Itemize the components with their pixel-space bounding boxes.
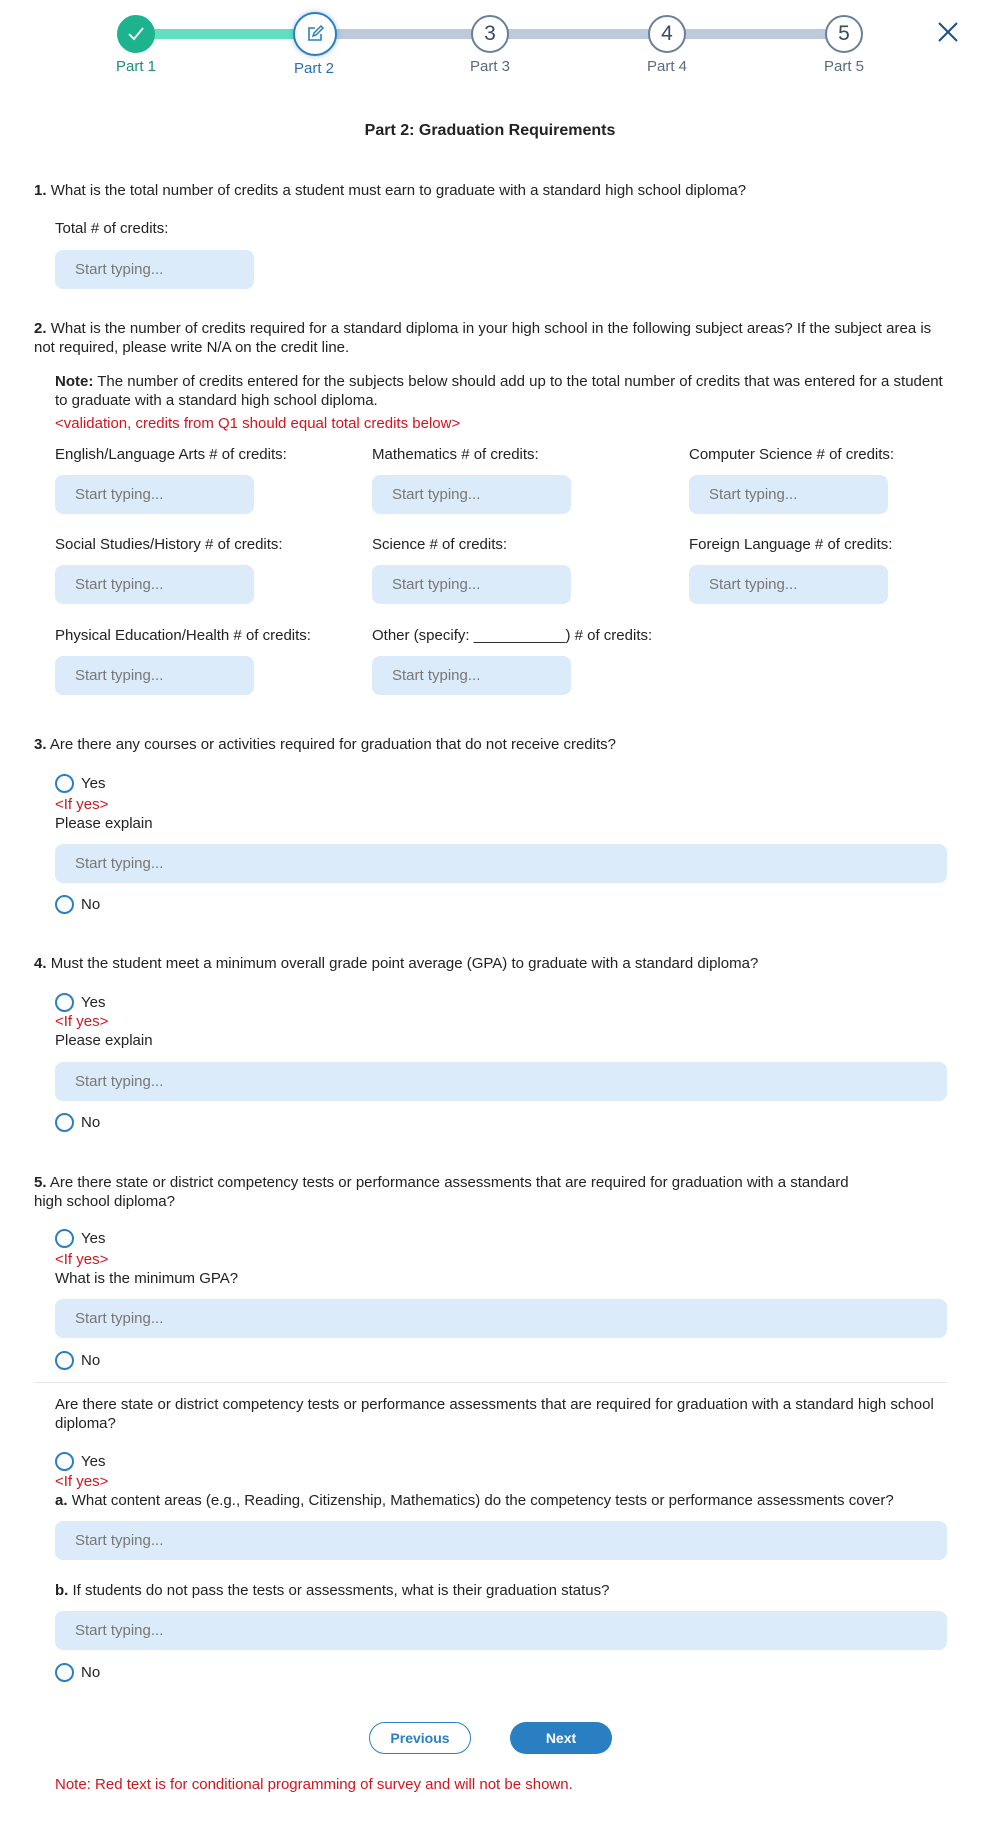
q4-no-label: No	[81, 1114, 101, 1131]
q2-question: 2. What is the number of credits require…	[34, 320, 932, 356]
q1-question: 1. What is the total number of credits a…	[34, 182, 747, 199]
q6a-input[interactable]: Start typing...	[55, 1521, 947, 1560]
total-credits-input[interactable]: Start typing...	[55, 250, 254, 289]
pe-input[interactable]: Start typing...	[55, 656, 254, 695]
next-button[interactable]: Next	[510, 1722, 612, 1754]
foreign-input[interactable]: Start typing...	[689, 565, 888, 604]
edit-icon	[308, 24, 325, 41]
step-5[interactable]: 5	[825, 15, 863, 53]
q1-label: Total # of credits:	[55, 220, 169, 237]
q6b-input[interactable]: Start typing...	[55, 1611, 947, 1650]
q4-if-yes: <If yes>	[55, 1013, 109, 1030]
q3-explain-input[interactable]: Start typing...	[55, 844, 947, 883]
q4-question: 4. Must the student meet a minimum overa…	[34, 955, 759, 972]
field-label-pe: Physical Education/Health # of credits:	[55, 627, 311, 644]
cs-input[interactable]: Start typing...	[689, 475, 888, 514]
q6-if-yes: <If yes>	[55, 1473, 109, 1490]
q4-explain-input[interactable]: Start typing...	[55, 1062, 947, 1101]
step-1-complete[interactable]	[117, 15, 155, 53]
other-input[interactable]: Start typing...	[372, 656, 571, 695]
field-label-other: Other (specify: ___________) # of credit…	[372, 627, 653, 644]
q5-question: 5. Are there state or district competenc…	[34, 1174, 849, 1210]
field-label-foreign: Foreign Language # of credits:	[689, 536, 893, 553]
q4-yes-radio[interactable]	[55, 993, 74, 1012]
step-4[interactable]: 4	[648, 15, 686, 53]
field-label-math: Mathematics # of credits:	[372, 446, 539, 463]
science-input[interactable]: Start typing...	[372, 565, 571, 604]
step-3[interactable]: 3	[471, 15, 509, 53]
q3-if-yes: <If yes>	[55, 796, 109, 813]
page-title: Part 2: Graduation Requirements	[364, 122, 616, 139]
english-input[interactable]: Start typing...	[55, 475, 254, 514]
q6-yes-radio[interactable]	[55, 1452, 74, 1471]
step-1-label: Part 1	[115, 58, 157, 75]
step-4-label: Part 4	[646, 58, 688, 75]
q2-validation: <validation, credits from Q1 should equa…	[55, 415, 461, 432]
previous-button[interactable]: Previous	[369, 1722, 471, 1754]
q3-followup: Please explain	[55, 815, 153, 832]
field-label-science: Science # of credits:	[372, 536, 508, 553]
q5-no-label: No	[81, 1352, 101, 1369]
footer-note: Note: Red text is for conditional progra…	[55, 1776, 573, 1793]
q6-yes-label: Yes	[81, 1453, 106, 1470]
close-icon[interactable]	[936, 20, 960, 44]
check-icon	[128, 27, 144, 41]
field-label-social: Social Studies/History # of credits:	[55, 536, 283, 553]
q5-gpa-input[interactable]: Start typing...	[55, 1299, 947, 1338]
step-3-label: Part 3	[469, 58, 511, 75]
step-2-label: Part 2	[293, 60, 335, 77]
q2-note: Note: The number of credits entered for …	[55, 373, 943, 409]
q3-no-label: No	[81, 896, 101, 913]
social-input[interactable]: Start typing...	[55, 565, 254, 604]
field-label-cs: Computer Science # of credits:	[689, 446, 895, 463]
q5-no-radio[interactable]	[55, 1351, 74, 1370]
q6a-question: a. What content areas (e.g., Reading, Ci…	[55, 1492, 894, 1509]
stepper-line-done	[136, 29, 314, 39]
q5-yes-label: Yes	[81, 1230, 106, 1247]
q3-no-radio[interactable]	[55, 895, 74, 914]
q4-yes-label: Yes	[81, 994, 106, 1011]
q6-no-label: No	[81, 1664, 101, 1681]
q4-no-radio[interactable]	[55, 1113, 74, 1132]
q5-followup: What is the minimum GPA?	[55, 1270, 239, 1287]
q5-yes-radio[interactable]	[55, 1229, 74, 1248]
divider	[34, 1382, 947, 1383]
q5-if-yes: <If yes>	[55, 1251, 109, 1268]
q4-followup: Please explain	[55, 1032, 153, 1049]
q6-no-radio[interactable]	[55, 1663, 74, 1682]
stepper-line-pending	[314, 29, 844, 39]
step-2-current[interactable]	[293, 12, 337, 56]
q3-yes-radio[interactable]	[55, 774, 74, 793]
q3-yes-label: Yes	[81, 775, 106, 792]
q6-question: Are there state or district competency t…	[55, 1396, 934, 1432]
field-label-english: English/Language Arts # of credits:	[55, 446, 287, 463]
step-5-label: Part 5	[823, 58, 865, 75]
q6b-question: b. If students do not pass the tests or …	[55, 1582, 610, 1599]
q3-question: 3. Are there any courses or activities r…	[34, 736, 616, 753]
math-input[interactable]: Start typing...	[372, 475, 571, 514]
